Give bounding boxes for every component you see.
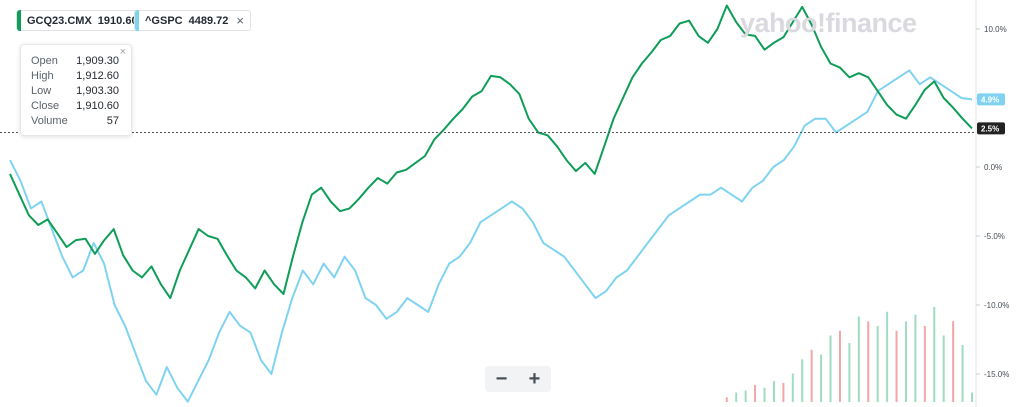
y-tick-label: -5.0% [984, 232, 1005, 241]
ohlc-row-volume: Volume 57 [31, 115, 119, 130]
volume-bar [942, 335, 945, 402]
zoom-out-button[interactable]: − [495, 367, 508, 390]
volume-bar [820, 354, 823, 402]
volume-bar [867, 321, 870, 402]
volume-bar [857, 316, 860, 402]
volume-bar [848, 343, 851, 402]
legend-symbol: GCQ23.CMX [27, 14, 92, 27]
volume-bar [923, 326, 926, 402]
zoom-controls: − + [485, 366, 551, 392]
legend-chip-gcq23[interactable]: GCQ23.CMX 1910.60 [16, 10, 145, 31]
y-tick-label: -10.0% [984, 301, 1009, 310]
volume-bar [904, 321, 907, 402]
y-tick-label: 0.0% [984, 163, 1002, 172]
series-color-swatch [17, 10, 21, 31]
volume-bar [886, 311, 889, 402]
series-color-swatch [135, 10, 139, 31]
ohlc-row-high: High 1,912.60 [31, 70, 119, 85]
gspc-last-badge-text: 4.9% [981, 95, 999, 104]
volume-bar [810, 349, 813, 402]
volume-bar [971, 392, 973, 402]
close-icon[interactable]: × [119, 46, 126, 58]
gold-last-badge [977, 122, 1005, 135]
ohlc-label: Open [31, 55, 58, 67]
gspc-last-badge [977, 93, 1005, 106]
ohlc-value: 1,910.60 [76, 100, 119, 112]
chart-series [9, 4, 973, 403]
ohlc-value: 1,909.30 [76, 55, 119, 67]
legend-symbol: ^GSPC [145, 14, 183, 27]
volume-bar [914, 314, 917, 402]
series-line [9, 4, 973, 300]
ohlc-row-low: Low 1,903.30 [31, 85, 119, 100]
legend-value: 1910.60 [97, 14, 138, 27]
legend-chip-gspc[interactable]: ^GSPC 4489.72 × [134, 10, 251, 31]
volume-bar [876, 326, 879, 402]
ohlc-value: 1,903.30 [76, 85, 119, 97]
volume-bar [744, 390, 747, 402]
ohlc-label: Low [31, 85, 52, 97]
volume-bar [782, 383, 785, 402]
volume-bar [961, 345, 964, 402]
y-axis-ticks: 10.0%5.0%0.0%-5.0%-10.0%-15.0% [976, 25, 1009, 379]
ohlc-row-open: Open 1,909.30 [31, 55, 119, 70]
yahoo-finance-watermark: yahoo!finance [740, 8, 917, 38]
ohlc-row-close: Close 1,910.60 [31, 100, 119, 115]
volume-bar [763, 387, 766, 402]
volume-bar [772, 381, 775, 402]
value-badges: 4.9% 2.5% [977, 93, 1005, 135]
volume-bar [895, 330, 898, 402]
y-tick-label: -15.0% [984, 370, 1009, 379]
volume-bar [791, 373, 794, 402]
ohlc-tooltip: × Open 1,909.30 High 1,912.60 Low 1,903.… [20, 44, 132, 136]
volume-bar [725, 397, 728, 402]
close-icon[interactable]: × [236, 13, 244, 28]
volume-bar [801, 359, 804, 402]
legend-value: 4489.72 [188, 14, 229, 27]
ohlc-label: High [31, 70, 54, 82]
series-line [9, 69, 973, 403]
ohlc-value: 57 [106, 115, 119, 127]
volume-bar [933, 307, 936, 402]
y-tick-label: 10.0% [984, 25, 1007, 34]
volume-bar [838, 330, 841, 402]
zoom-in-button[interactable]: + [528, 367, 541, 390]
volume-bar [952, 321, 955, 402]
gold-last-badge-text: 2.5% [981, 124, 999, 133]
volume-bars [725, 307, 973, 402]
ohlc-value: 1,912.60 [76, 70, 119, 82]
ohlc-label: Volume [31, 115, 68, 127]
volume-bar [829, 335, 832, 402]
volume-bar [735, 392, 738, 402]
volume-bar [754, 384, 757, 402]
ohlc-label: Close [31, 100, 60, 112]
